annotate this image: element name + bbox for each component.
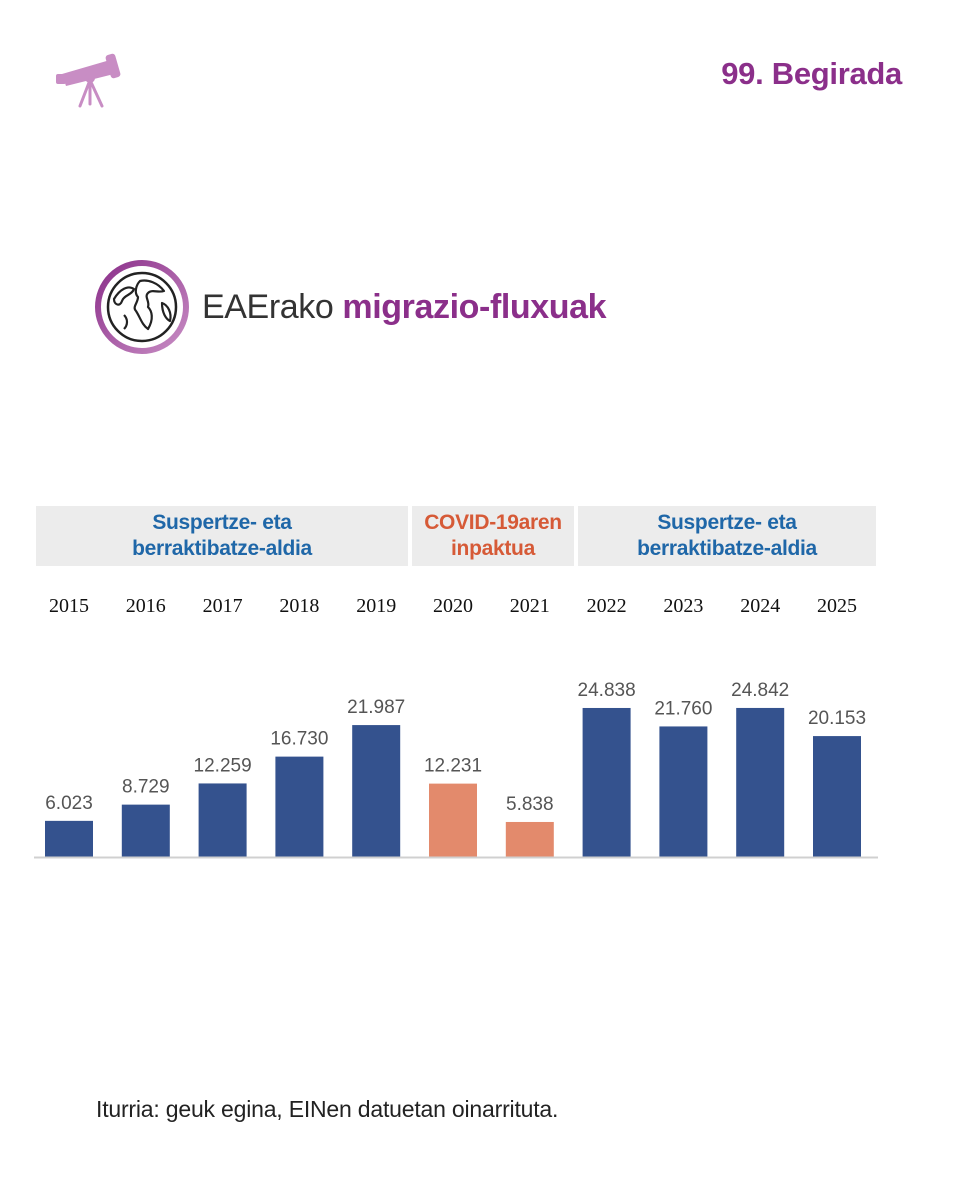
x-tick-label: 2023 (663, 595, 703, 617)
x-tick-label: 2025 (817, 595, 857, 617)
bar-2025 (813, 736, 861, 857)
data-label: 21.987 (347, 697, 405, 718)
x-tick-label: 2018 (279, 595, 319, 617)
x-tick-label: 2024 (740, 595, 780, 617)
source-note: Iturria: geuk egina, EINen datuetan oina… (96, 1096, 559, 1122)
x-tick-label: 2019 (356, 595, 396, 617)
period-label-line: Suspertze- eta (657, 511, 797, 534)
period-label-line: berraktibatze-aldia (637, 537, 817, 560)
period-label-line: COVID-19aren (424, 511, 562, 534)
bar-2024 (736, 707, 785, 857)
globe-icon (95, 260, 189, 354)
period-label-line: Suspertze- eta (152, 511, 292, 534)
chart-title-prefix: EAErako (202, 287, 334, 326)
x-tick-label: 2015 (49, 595, 89, 617)
bar-2017 (198, 783, 247, 857)
bar-2016 (121, 804, 170, 857)
bar-2022 (582, 707, 631, 857)
bar-2020 (429, 783, 477, 857)
period-label-recovery-2: Suspertze- eta berraktibatze-aldia (578, 506, 876, 566)
period-label-line: inpaktua (451, 537, 535, 560)
chart-title-highlight: migrazio-fluxuak (342, 287, 607, 326)
bar-2023 (659, 726, 708, 857)
x-tick-label: 2022 (587, 595, 627, 617)
period-label-covid: COVID-19aren inpaktua (412, 506, 574, 566)
bar-2019 (352, 725, 401, 857)
data-label: 24.842 (731, 680, 789, 701)
x-tick-label: 2021 (510, 595, 550, 617)
data-label: 20.153 (808, 708, 866, 729)
data-label: 6.023 (45, 793, 93, 814)
chart-title-block: EAErako migrazio-fluxuak (94, 258, 607, 356)
bar-2021 (505, 821, 554, 857)
issue-number: 99. Begirada (721, 56, 902, 91)
data-label: 12.231 (424, 756, 482, 777)
data-label: 12.259 (194, 755, 252, 776)
bar-2018 (275, 756, 324, 857)
x-tick-label: 2016 (126, 595, 166, 617)
data-label: 8.729 (122, 777, 170, 798)
telescope-icon (56, 53, 121, 108)
x-tick-label: 2017 (203, 595, 243, 617)
period-label-line: berraktibatze-aldia (132, 537, 312, 560)
x-tick-label: 2020 (433, 595, 473, 617)
data-label: 24.838 (578, 680, 636, 701)
data-label: 16.730 (270, 729, 328, 750)
bar-2015 (45, 820, 93, 857)
period-label-recovery-1: Suspertze- eta berraktibatze-aldia (36, 506, 408, 566)
data-label: 5.838 (506, 794, 554, 815)
data-label: 21.760 (654, 698, 712, 719)
chart-title: EAErako migrazio-fluxuak (202, 287, 607, 327)
